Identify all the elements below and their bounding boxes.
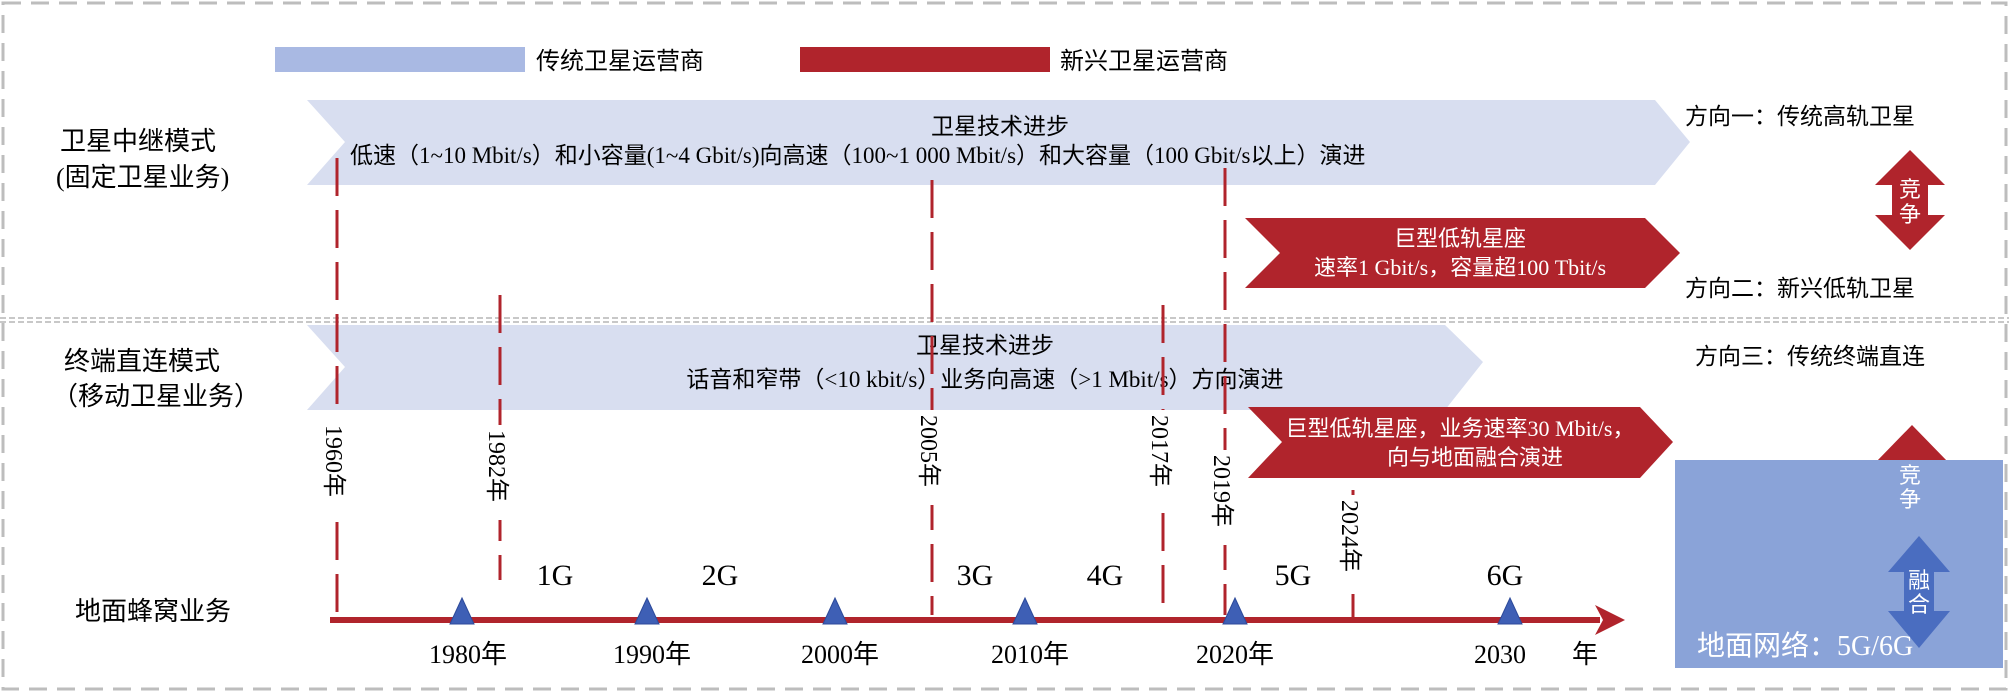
tick-triangle-2020 bbox=[1222, 596, 1248, 625]
relay-arrow-text: 低速（1~10 Mbit/s）和小容量(1~4 Gbit/s)向高速（100~1… bbox=[350, 143, 1366, 168]
milestone-1982: 1982年 bbox=[483, 430, 510, 502]
relay-mode-sublabel: (固定卫星业务) bbox=[56, 163, 229, 192]
tick-label-1990: 1990年 bbox=[613, 640, 691, 669]
relay-arrow-title: 卫星技术进步 bbox=[931, 114, 1069, 139]
axis-unit: 年 bbox=[1572, 640, 1598, 669]
tick-triangle-1990 bbox=[634, 596, 660, 625]
direction-2-label: 方向二：新兴低轨卫星 bbox=[1685, 276, 1915, 301]
gen-2g: 2G bbox=[702, 559, 739, 592]
legend-label-emerging: 新兴卫星运营商 bbox=[1060, 48, 1228, 75]
compete-char-1: 竞 bbox=[1899, 177, 1921, 202]
direct-leo-line1: 巨型低轨星座，业务速率30 Mbit/s， bbox=[1286, 416, 1635, 441]
legend-swatch-emerging bbox=[800, 47, 1050, 72]
relay-tech-arrow bbox=[307, 100, 1690, 185]
relay-mode-label: 卫星中继模式 bbox=[60, 127, 216, 156]
legend-label-traditional: 传统卫星运营商 bbox=[536, 48, 704, 75]
direct-leo-arrow bbox=[1248, 407, 1673, 478]
compete-char-4: 争 bbox=[1899, 487, 1921, 512]
fusion-char-2: 合 bbox=[1908, 592, 1930, 617]
ground-network-box bbox=[1675, 460, 2003, 668]
relay-leo-line2: 速率1 Gbit/s，容量超100 Tbit/s bbox=[1314, 255, 1606, 280]
milestone-2024: 2024年 bbox=[1336, 500, 1363, 572]
milestone-2019: 2019年 bbox=[1208, 455, 1235, 527]
relay-leo-arrow bbox=[1245, 218, 1680, 288]
direct-arrow-title: 卫星技术进步 bbox=[916, 333, 1054, 358]
label-bg bbox=[1338, 495, 1368, 590]
direction-1-label: 方向一：传统高轨卫星 bbox=[1685, 104, 1915, 129]
direction-3-label: 方向三：传统终端直连 bbox=[1695, 344, 1925, 369]
tick-triangle-2030 bbox=[1497, 596, 1523, 625]
direct-leo-line2: 向与地面融合演进 bbox=[1387, 445, 1563, 470]
label-bg bbox=[1148, 410, 1178, 505]
milestone-1960: 1960年 bbox=[320, 425, 347, 497]
relay-leo-line1: 巨型低轨星座 bbox=[1394, 226, 1526, 251]
tick-label-2000: 2000年 bbox=[801, 640, 879, 669]
milestone-2005: 2005年 bbox=[915, 415, 942, 487]
label-bg bbox=[1210, 450, 1240, 545]
cellular-label: 地面蜂窝业务 bbox=[75, 597, 231, 626]
timeline-arrowhead bbox=[1595, 605, 1625, 635]
gen-5g: 5G bbox=[1275, 559, 1312, 592]
gen-3g: 3G bbox=[957, 559, 994, 592]
label-bg bbox=[917, 410, 947, 505]
compete-char-3: 竞 bbox=[1899, 463, 1921, 488]
direct-tech-arrow bbox=[307, 325, 1483, 410]
tick-label-2010: 2010年 bbox=[991, 640, 1069, 669]
tick-label-2030: 2030 bbox=[1474, 640, 1526, 669]
tick-label-1980: 1980年 bbox=[429, 640, 507, 669]
legend-swatch-traditional bbox=[275, 47, 525, 72]
tick-triangle-2010 bbox=[1012, 596, 1038, 625]
compete-arrow-top bbox=[1875, 150, 1945, 250]
gen-6g: 6G bbox=[1487, 559, 1524, 592]
direct-mode-sublabel: （移动卫星业务） bbox=[52, 382, 260, 411]
direct-mode-label: 终端直连模式 bbox=[64, 347, 220, 376]
label-bg bbox=[485, 425, 515, 520]
compete-char-2: 争 bbox=[1899, 202, 1921, 227]
gen-4g: 4G bbox=[1087, 559, 1124, 592]
fusion-char-1: 融 bbox=[1908, 568, 1930, 593]
ground-network-label: 地面网络：5G/6G bbox=[1697, 630, 1913, 662]
label-bg bbox=[322, 415, 352, 510]
milestone-2017: 2017年 bbox=[1146, 415, 1173, 487]
tick-label-2020: 2020年 bbox=[1196, 640, 1274, 669]
tick-triangle-2000 bbox=[822, 596, 848, 625]
fusion-arrow bbox=[1888, 536, 1950, 648]
tick-triangle-1980 bbox=[449, 596, 475, 625]
direct-arrow-text: 话音和窄带（<10 kbit/s）业务向高速（>1 Mbit/s）方向演进 bbox=[686, 367, 1283, 392]
gen-1g: 1G bbox=[537, 559, 574, 592]
